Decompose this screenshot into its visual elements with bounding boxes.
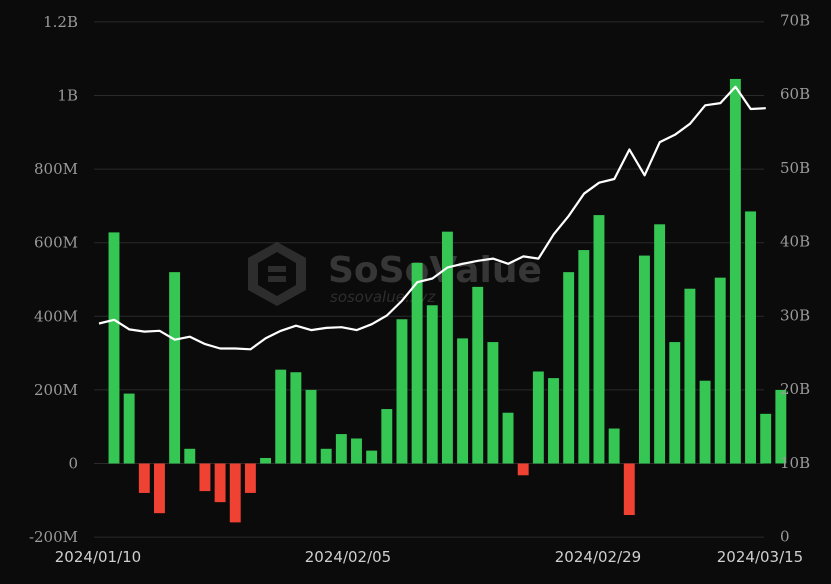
bar (290, 372, 302, 464)
bar (169, 272, 181, 464)
bar (108, 232, 120, 464)
bar (275, 369, 287, 464)
left-tick-label: 1.2B (43, 13, 78, 31)
x-axis-ticks: 2024/01/10 2024/02/05 2024/02/29 2024/03/15 (55, 548, 803, 566)
right-tick-label: 60B (780, 85, 810, 103)
bar (684, 288, 696, 464)
left-tick-label: -200M (29, 528, 78, 546)
bar (366, 450, 378, 464)
watermark-brand: SoSoValue (328, 250, 542, 291)
bar (775, 389, 787, 464)
bar (502, 412, 514, 464)
sosovalue-logo-icon (248, 242, 306, 306)
right-tick-label: 0 (780, 528, 790, 546)
left-tick-label: 600M (34, 234, 78, 252)
bar (638, 255, 650, 464)
bar (669, 342, 681, 464)
line-series (98, 85, 766, 351)
x-tick-label: 2024/03/15 (717, 548, 803, 566)
bar (260, 457, 272, 464)
bar (608, 428, 620, 464)
x-tick-label: 2024/01/10 (55, 548, 141, 566)
aum-line (98, 85, 766, 351)
bar (578, 250, 590, 464)
bar (214, 463, 226, 503)
bar (472, 286, 484, 464)
bar (593, 215, 605, 464)
watermark: SoSoValue sosovalue.xyz (248, 242, 542, 306)
bar (396, 319, 408, 464)
right-tick-label: 70B (780, 12, 810, 30)
right-tick-label: 20B (780, 380, 810, 398)
bar (351, 438, 362, 464)
bar (548, 378, 559, 464)
right-tick-label: 10B (780, 454, 810, 472)
bar (699, 380, 711, 464)
bar (760, 413, 772, 464)
bar (517, 463, 529, 476)
bar (623, 463, 635, 516)
bar (381, 409, 393, 464)
left-tick-label: 1B (57, 87, 78, 105)
bar (441, 231, 453, 464)
right-tick-label: 50B (780, 159, 810, 177)
right-axis-ticks: 0 10B 20B 30B 40B 50B 60B 70B (780, 12, 810, 546)
bar (244, 463, 256, 493)
bar (745, 211, 756, 464)
bar (305, 389, 317, 464)
right-tick-label: 40B (780, 233, 810, 251)
bar-series (108, 78, 787, 523)
x-tick-label: 2024/02/05 (305, 548, 391, 566)
bar (123, 393, 135, 464)
bar (563, 272, 575, 464)
bar (335, 434, 347, 464)
right-tick-label: 30B (780, 306, 810, 324)
x-tick-label: 2024/02/29 (555, 548, 641, 566)
left-tick-label: 200M (34, 381, 78, 399)
bar (487, 342, 499, 464)
bar (457, 338, 469, 464)
bar (154, 463, 165, 514)
left-tick-label: 400M (34, 307, 78, 325)
bar (138, 463, 150, 493)
left-tick-label: 0 (68, 455, 78, 473)
left-axis-ticks: -200M 0 200M 400M 600M 800M 1B 1.2B (29, 13, 78, 546)
bar (320, 448, 332, 464)
bar (199, 463, 211, 492)
left-tick-label: 800M (34, 160, 78, 178)
bar (411, 262, 423, 464)
bar (729, 78, 741, 464)
bar (229, 463, 241, 523)
bar (426, 305, 438, 464)
bar (184, 448, 196, 464)
bar (714, 277, 726, 464)
bar (654, 224, 666, 464)
bar (532, 371, 544, 464)
